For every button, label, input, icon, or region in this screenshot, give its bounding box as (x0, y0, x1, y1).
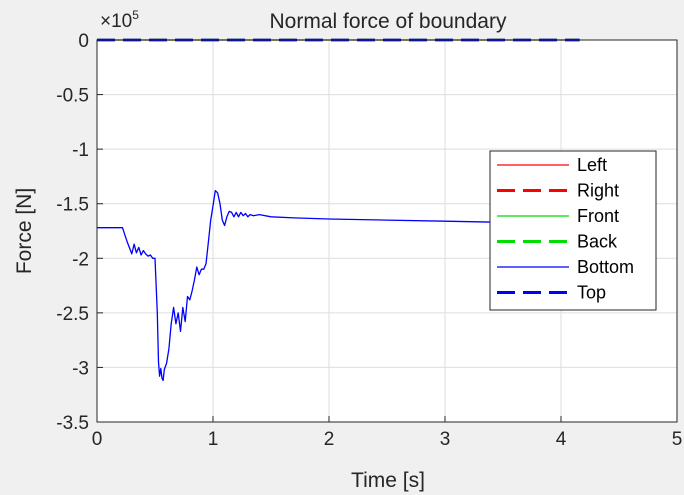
legend-box (489, 150, 657, 311)
legend: Left Right Front Back Bottom Top (489, 150, 657, 311)
x-tick-label: 0 (92, 429, 103, 450)
y-tick-label: 0 (78, 31, 89, 52)
legend-label-front: Front (577, 206, 619, 226)
legend-label-left: Left (577, 155, 607, 175)
y-tick-label: -3.5 (56, 413, 89, 434)
ticks: 0 1 2 3 4 5 0 -0.5 -1 -1.5 -2 -2.5 -3 -3.5 (56, 31, 682, 450)
legend-label-bottom: Bottom (577, 257, 634, 277)
y-tick-label: -0.5 (56, 86, 89, 107)
plot-frame (96, 39, 678, 423)
y-tick-label: -1.5 (56, 195, 89, 216)
series-line-bottom (97, 189, 504, 382)
x-tick-label: 1 (208, 429, 219, 450)
legend-label-top: Top (577, 283, 606, 303)
legend-label-right: Right (577, 181, 619, 201)
chart-title: Normal force of boundary (270, 10, 507, 33)
y-exponent-base: ×105 (100, 8, 139, 32)
y-axis-title: Force [N] (13, 188, 36, 274)
legend-label-back: Back (577, 232, 618, 252)
x-axis-title: Time [s] (351, 469, 425, 492)
y-tick-label: -2.5 (56, 304, 89, 325)
x-tick-label: 5 (672, 429, 683, 450)
x-tick-label: 4 (556, 429, 567, 450)
y-tick-label: -3 (72, 358, 89, 379)
x-tick-label: 3 (440, 429, 451, 450)
y-tick-label: -1 (72, 140, 89, 161)
y-tick-label: -2 (72, 249, 89, 270)
x-tick-label: 2 (324, 429, 335, 450)
